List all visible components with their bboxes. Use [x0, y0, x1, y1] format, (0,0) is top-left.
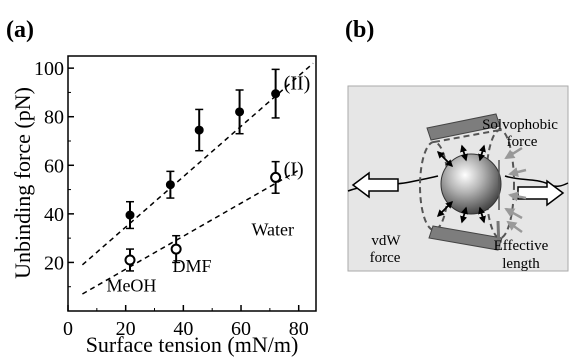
- error-bars: [126, 68, 280, 272]
- solvophobic-arrow: [508, 167, 527, 177]
- y-tick-label: 80: [44, 107, 64, 129]
- data-point-open: [170, 243, 182, 255]
- effective-length-label: Effective: [494, 238, 549, 254]
- data-point-filled: [271, 89, 281, 99]
- series-label: (II): [284, 73, 311, 95]
- effective-length-label: length: [502, 256, 540, 272]
- effective-length-pointer: [496, 220, 501, 251]
- x-tick-label: 60: [231, 318, 251, 340]
- vdw-arrow: [460, 144, 468, 162]
- y-axis-label: Unbinding force (pN): [10, 87, 35, 279]
- vdw-arrow: [436, 150, 454, 168]
- vdw-arrow: [478, 206, 486, 224]
- series-label: (I): [284, 158, 304, 180]
- plot-area: 0 20 40 60 80 20 40 60 80 100 (II) (I) MeOH DMF Wate…: [34, 55, 317, 340]
- solute-sphere: [440, 153, 502, 215]
- vdw-label: vdW: [371, 233, 401, 249]
- x-tick-label: 0: [63, 318, 73, 340]
- x-tick-label: 40: [173, 318, 193, 340]
- schematic: Solvophobic force vdW force Effective le…: [347, 85, 569, 272]
- cavity-right-rim: [485, 129, 515, 239]
- vdw-label: force: [370, 250, 401, 266]
- plot-frame: [67, 55, 317, 312]
- y-tick-label: 60: [44, 155, 64, 177]
- vdw-arrow: [436, 200, 454, 218]
- solvophobic-label: force: [507, 134, 538, 150]
- y-tick-label: 20: [44, 252, 64, 274]
- y-tick-label: 100: [34, 58, 64, 80]
- solvophobic-arrow: [504, 146, 523, 160]
- data-point-open: [270, 171, 282, 183]
- solvophobic-arrow: [506, 220, 523, 234]
- data-point-open: [124, 254, 136, 266]
- vdw-arrow: [460, 206, 468, 224]
- x-tick-label: 80: [289, 318, 309, 340]
- pull-arrow-left: [351, 171, 399, 199]
- vdw-arrow: [478, 144, 486, 162]
- data-point-filled: [165, 180, 175, 190]
- cavity-top-edge: [433, 129, 501, 143]
- y-tick-label: 40: [44, 204, 64, 226]
- x-tick-label: 20: [116, 318, 136, 340]
- panel-label-a: (a): [6, 17, 34, 43]
- data-point-filled: [125, 210, 135, 220]
- solvent-label: DMF: [172, 256, 211, 276]
- data-point-filled: [194, 125, 204, 135]
- x-axis-label: Surface tension (mN/m): [86, 332, 299, 357]
- solvophobic-arrow: [508, 191, 527, 202]
- axis-ticks: 0 20 40 60 80 20 40 60 80 100: [34, 58, 309, 340]
- series-labels: (II) (I): [284, 73, 311, 181]
- fit-line: [82, 169, 300, 295]
- data-point-filled: [235, 107, 245, 117]
- wall-plate-top: [426, 113, 501, 141]
- solvent-label: MeOH: [106, 276, 156, 296]
- solvent-label: Water: [251, 220, 294, 240]
- solvophobic-label: Solvophobic: [482, 117, 558, 133]
- panel-label-b: (b): [345, 17, 374, 43]
- solvent-annotations: MeOH DMF Water: [106, 220, 294, 296]
- data-points: [124, 89, 282, 266]
- solvophobic-arrow: [504, 207, 523, 220]
